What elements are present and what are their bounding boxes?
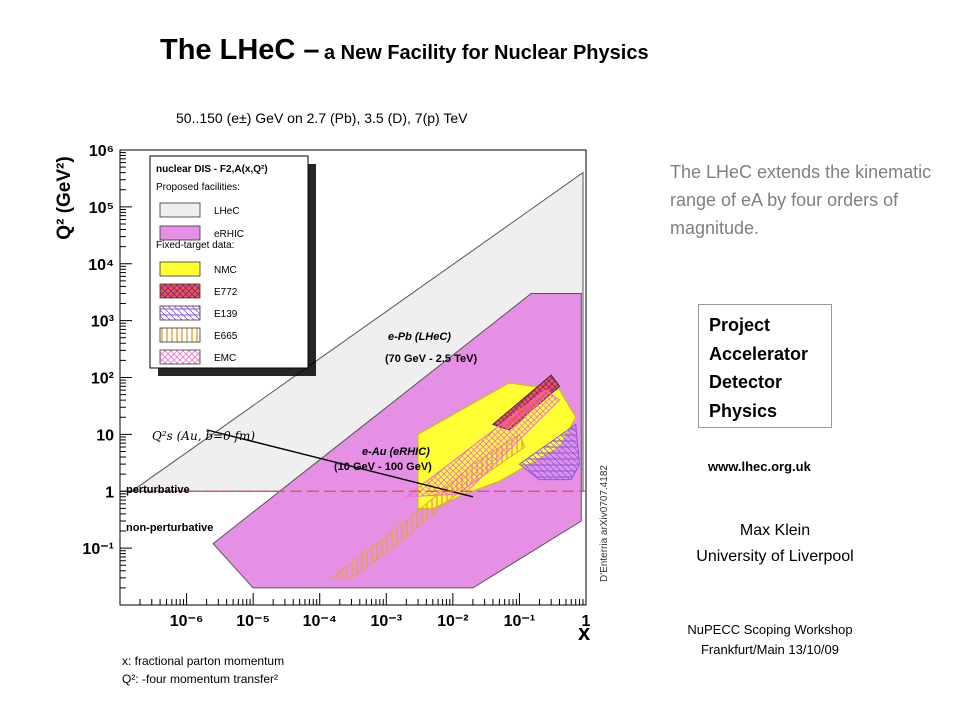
- y-tick-label: 1: [105, 484, 114, 501]
- x-tick-label: 10⁻⁶: [170, 613, 204, 630]
- workshop-block: NuPECC Scoping Workshop Frankfurt/Main 1…: [650, 620, 890, 660]
- intro-text: The LHeC extends the kinematic range of …: [670, 162, 932, 238]
- legend-swatch-erhic: [159, 225, 201, 241]
- legend-label-lhec: LHeC: [214, 206, 240, 217]
- x-tick-label: 10⁻³: [370, 613, 402, 630]
- erhic-energy-label: (10 GeV - 100 GeV): [334, 461, 432, 473]
- y-tick-label: 10⁶: [89, 143, 114, 160]
- legend-swatch-e772: [159, 283, 201, 299]
- beam-energies: 50..150 (e±) GeV on 2.7 (Pb), 3.5 (D), 7…: [176, 110, 468, 126]
- topics-box: Project Accelerator Detector Physics: [698, 304, 832, 428]
- workshop-place-date: Frankfurt/Main 13/10/09: [700, 642, 840, 657]
- region-emc: [404, 389, 561, 498]
- topic-item: Project: [709, 315, 771, 335]
- legend-group-fixed: Fixed-target data:: [156, 240, 234, 251]
- saturation-scale-line: [206, 429, 474, 498]
- x-tick-label: 10⁻¹: [504, 613, 536, 630]
- website-link[interactable]: www.lhec.org.uk: [708, 459, 811, 474]
- legend-label-e665: E665: [214, 331, 238, 342]
- legend-swatch-lhec: [159, 202, 201, 218]
- slide-title: The LHeC – a New Facility for Nuclear Ph…: [160, 34, 649, 67]
- x-tick-label: 10⁻²: [437, 613, 469, 630]
- legend-label-nmc: NMC: [214, 265, 237, 276]
- legend-swatch-nmc: [159, 261, 201, 277]
- saturation-label: Q²s (Au, b=0 fm): [152, 429, 255, 443]
- legend-label-e772: E772: [214, 287, 238, 298]
- chart-legend: nuclear DIS - F2,A(x,Q²) Proposed facili…: [149, 155, 316, 376]
- region-e139: [518, 423, 581, 481]
- erhic-region-label: e-Au (eRHIC): [362, 446, 430, 458]
- author-block: Max Klein University of Liverpool: [640, 518, 910, 570]
- y-tick-label: 10⁴: [88, 257, 114, 274]
- definition-q2: Q²: -four momentum transfer²: [122, 672, 279, 686]
- definition-x: x: fractional parton momentum: [122, 654, 285, 668]
- y-tick-label: 10⁻¹: [82, 541, 114, 558]
- workshop-name: NuPECC Scoping Workshop: [687, 622, 853, 637]
- x-tick-label: 10⁻⁵: [236, 613, 270, 630]
- author-affiliation: University of Liverpool: [696, 548, 854, 565]
- topic-item: Physics: [709, 400, 778, 421]
- legend-title: nuclear DIS - F2,A(x,Q²): [156, 164, 268, 175]
- y-tick-label: 10³: [91, 314, 114, 331]
- y-tick-label: 10⁵: [89, 200, 114, 217]
- x-axis-label: x: [578, 620, 591, 645]
- y-tick-label: 10: [96, 427, 114, 444]
- lhec-energy-label: (70 GeV - 2.5 TeV): [385, 353, 477, 365]
- topic-item: Accelerator: [709, 343, 809, 364]
- topic-item: Detector: [709, 372, 783, 392]
- legend-label-erhic: eRHIC: [214, 229, 244, 240]
- y-axis-label: Q² (GeV²): [54, 156, 75, 239]
- non-perturbative-label: non-perturbative: [126, 522, 213, 534]
- legend-swatch-e139: [159, 305, 201, 321]
- title-sub: a New Facility for Nuclear Physics: [323, 42, 649, 64]
- region-erhic: [212, 293, 582, 589]
- perturbative-label: perturbative: [126, 484, 190, 496]
- legend-label-e139: E139: [214, 309, 238, 320]
- legend-group-proposed: Proposed facilities:: [156, 182, 240, 193]
- reference-citation: D'Enterria arXiv0707.4182: [599, 465, 610, 582]
- x-tick-label: 1: [582, 613, 591, 630]
- author-name: Max Klein: [739, 522, 811, 539]
- title-main: The LHeC –: [160, 34, 320, 66]
- legend-label-emc: EMC: [214, 353, 236, 364]
- legend-swatch-e665: [159, 327, 201, 343]
- variable-definitions: x: fractional parton momentum Q²: -four …: [122, 652, 284, 688]
- x-tick-label: 10⁻⁴: [303, 613, 337, 630]
- lhec-region-label: e-Pb (LHeC): [388, 331, 451, 343]
- y-tick-label: 10²: [91, 371, 114, 388]
- legend-swatch-emc: [159, 349, 201, 365]
